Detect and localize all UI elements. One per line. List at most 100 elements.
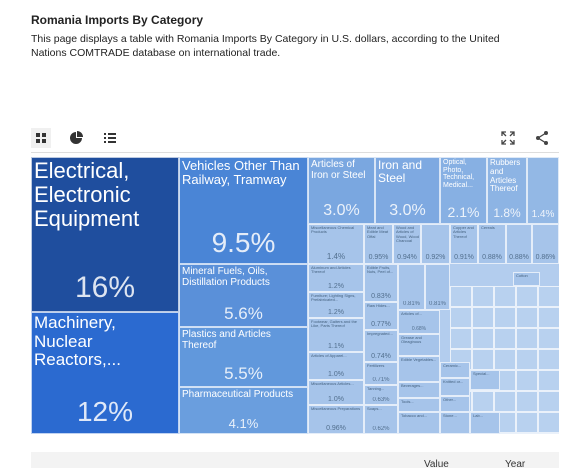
treemap-tile[interactable]: Lab... [470,412,500,434]
treemap-tile [538,391,559,412]
treemap-tile[interactable]: Grease and Oleaginous [398,334,440,356]
tile-value: 0.71% [372,377,390,384]
toolbar-separator [31,152,559,153]
treemap-tile[interactable]: Soaps... 0.62% [364,405,398,434]
treemap-tile[interactable]: Other... [440,396,470,412]
treemap-tile[interactable]: 0.88% [506,224,532,264]
treemap-tile[interactable]: 0.86% [532,224,559,264]
list-view-button[interactable] [100,128,120,148]
tile-value: 12% [76,396,134,428]
treemap-tile[interactable]: Tools... [398,398,440,412]
treemap-tile[interactable]: Pharmaceutical Products 4.1% [179,387,308,434]
treemap-tile[interactable]: Miscellaneous Preparations 0.96% [308,405,364,434]
treemap-tile [450,328,472,349]
treemap-tile[interactable]: Cotton [513,272,540,286]
treemap-tile[interactable]: Tobacco and... [398,412,440,434]
column-header: Year [505,459,526,468]
treemap-tile[interactable]: Optical, Photo, Technical, Medical... 2.1… [440,157,487,224]
treemap-tile[interactable]: 1.4% [527,157,559,224]
share-button[interactable] [532,128,552,148]
treemap-tile[interactable]: Iron and Steel 3.0% [375,157,440,224]
treemap-tile [494,391,516,412]
tile-label: Miscellaneous Chemical Products [311,225,355,235]
treemap-tile[interactable]: Aluminum and Articles Thereof 1.2% [308,264,364,292]
treemap-tile[interactable]: Vehicles Other Than Railway, Tramway 9.5% [179,157,308,264]
tile-label: Beverages... [401,383,424,388]
tile-value: 0.95% [368,254,389,262]
treemap-tile [516,307,538,328]
treemap-tile[interactable]: Miscellaneous Articles... 1.0% [308,380,364,405]
expand-button[interactable] [498,128,518,148]
treemap-tile[interactable]: Impregnated... 0.74% [364,330,398,362]
tile-value: 0.77% [371,320,391,328]
treemap-tile[interactable]: Cereals 0.88% [478,224,506,264]
treemap-tile[interactable]: Footwear, Gaiters and the Like, Parts Th… [308,318,364,352]
treemap-tile [450,286,472,307]
treemap-tile[interactable]: Articles of Iron or Steel 3.0% [308,157,375,224]
treemap-tile [494,328,516,349]
treemap-tile [472,328,494,349]
tile-label: Tools... [401,399,414,404]
treemap-tile[interactable]: 0.92% [421,224,450,264]
treemap-tile[interactable]: Ceramic... [440,362,470,378]
tile-value: 0.74% [371,352,391,360]
treemap-tile [538,433,559,434]
treemap-tile[interactable]: Beverages... [398,382,440,398]
tile-label: Footwear, Gaiters and the Like, Parts Th… [311,319,358,329]
tile-label: Mineral Fuels, Oils, Distillation Produc… [182,266,270,288]
tile-label: Articles of Iron or Steel [311,159,366,181]
treemap-tile[interactable]: Rubbers and Articles Thereof 1.8% [487,157,527,224]
tile-label: Edible Vegetables... [401,357,437,362]
tile-label: Impregnated... [367,331,393,336]
treemap-tile [472,349,494,370]
treemap-tile[interactable]: Miscellaneous Chemical Products 1.4% [308,224,364,264]
tile-label: Grease and Oleaginous [401,335,422,345]
treemap-tile[interactable]: Tanning... 0.63% [364,385,398,405]
treemap-tile [516,286,538,307]
tile-label: Special... [473,371,490,376]
tile-label: Knitted or... [443,379,464,384]
tile-value: 0.88% [482,254,502,262]
treemap-tile[interactable]: 0.81% [398,264,425,310]
treemap-tile[interactable]: Machinery, Nuclear Reactors,... 12% [31,312,179,434]
treemap-tile[interactable]: Edible Fruits, Nuts, Peel of... 0.83% [364,264,398,302]
tile-value: 0.81% [428,301,446,308]
treemap-tile [516,349,538,370]
tile-value: 1.8% [493,206,521,221]
treemap-tile[interactable]: 0.81% [425,264,450,310]
treemap-tile [494,286,516,307]
treemap-tile[interactable]: Raw Hides... 0.77% [364,302,398,330]
treemap-tile[interactable]: Plastics and Articles Thereof 5.5% [179,327,308,387]
treemap-tile[interactable]: Electrical, Electronic Equipment 16% [31,157,179,312]
treemap-tile[interactable]: Wood and Articles of Wood, Wood Charcoal… [393,224,421,264]
treemap-tile[interactable]: Copper and Articles Thereof 0.91% [450,224,478,264]
treemap-tile[interactable]: Furniture; Lighting Signs, Prefabricated… [308,292,364,318]
treemap-tile[interactable]: Mineral Fuels, Oils, Distillation Produc… [179,264,308,327]
page-title: Romania Imports By Category [31,13,204,27]
treemap-tile[interactable]: Stone... [440,412,470,434]
treemap-tile [472,286,494,307]
treemap-tile[interactable]: Meat and Edible Meat Offal 0.95% [364,224,393,264]
tile-value: 0.63% [372,397,390,404]
tile-label: Furniture; Lighting Signs, Prefabricated… [311,293,356,303]
grid-view-button[interactable] [31,128,51,148]
treemap-tile [516,412,538,433]
tile-label: Copper and Articles Thereof [453,225,474,239]
treemap-tile[interactable]: Articles of... 0.68% [398,310,440,334]
page-description: This page displays a table with Romania … [31,33,500,59]
tile-label: Cotton [516,273,528,278]
tile-label: Wood and Articles of Wood, Wood Charcoal [396,225,419,244]
treemap-tile [516,391,538,412]
tile-label: Miscellaneous Preparations [311,406,361,411]
tile-label: Soaps... [367,406,382,411]
treemap-tile[interactable]: Knitted or... [440,378,470,396]
treemap-tile[interactable]: Special... [470,370,500,390]
tile-value: 0.83% [371,292,391,300]
pie-view-button[interactable] [66,128,86,148]
tile-value: 1.2% [328,282,344,290]
tile-label: Machinery, Nuclear Reactors,... [34,313,121,370]
treemap-tile[interactable]: Articles of Apparel... 1.0% [308,352,364,380]
tile-label: Electrical, Electronic Equipment [34,158,140,232]
treemap-tile[interactable]: Edible Vegetables... [398,356,440,382]
treemap-tile[interactable]: Fertilizers 0.71% [364,362,398,385]
